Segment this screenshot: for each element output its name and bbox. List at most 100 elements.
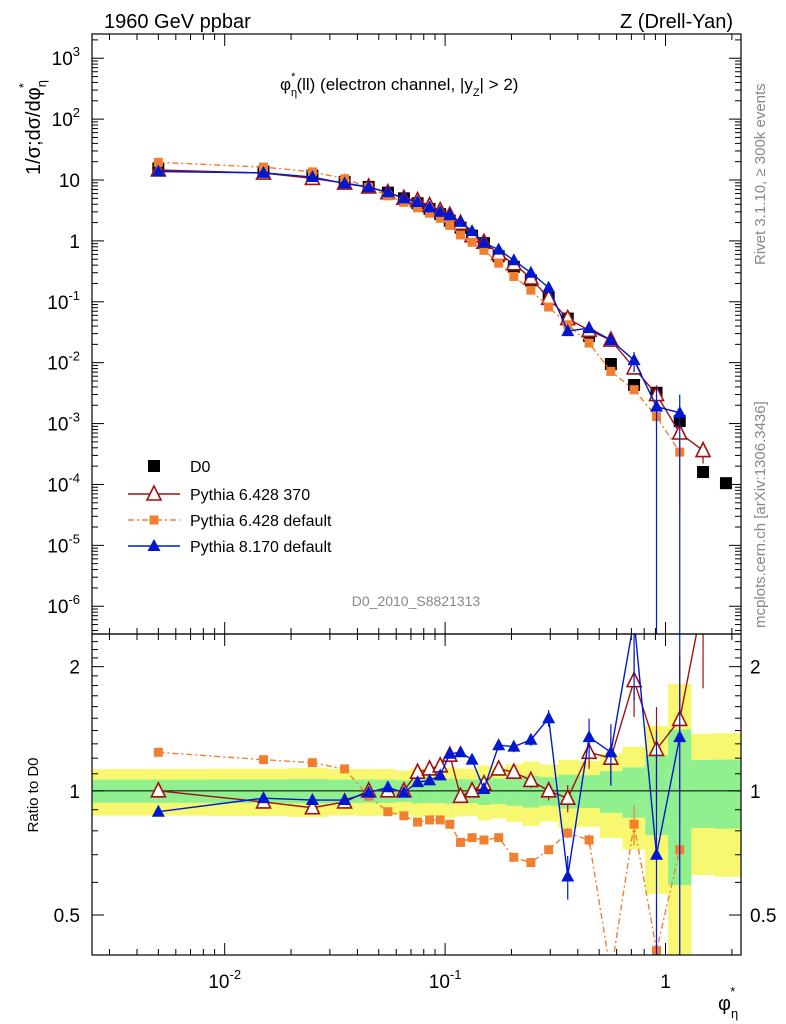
ratio-point-pythia6-default	[307, 758, 317, 768]
point-pythia6-default	[153, 157, 163, 167]
point-pythia6-default	[526, 285, 536, 295]
ratio-point-pythia6-default	[399, 811, 409, 821]
ratio-point-pythia8	[151, 804, 165, 817]
data-band-1sigma	[599, 771, 623, 813]
ratio-point-pythia8	[433, 768, 447, 781]
point-pythia6-default	[456, 230, 466, 240]
ratio-point-pythia6-370	[540, 781, 557, 798]
x-tick-label: 10-2	[208, 967, 241, 993]
ratio-point-pythia6-default	[413, 817, 423, 827]
point-pythia8	[582, 321, 596, 334]
y-tick-label-main: 103	[52, 44, 80, 70]
x-tick-label: 1	[660, 972, 671, 993]
ratio-point-pythia6-default	[425, 815, 435, 825]
ratio-point-pythia6-370	[463, 781, 481, 798]
point-pythia8	[397, 191, 411, 204]
point-pythia8	[604, 333, 618, 346]
ratio-point-pythia6-370	[304, 797, 321, 815]
ratio-point-pythia6-default	[467, 833, 477, 843]
data-band-1sigma	[578, 775, 600, 808]
y-tick-label-ratio-left: 1	[69, 782, 80, 803]
ratio-point-pythia8	[305, 793, 319, 806]
ratio-point-pythia8	[492, 738, 506, 751]
ratio-point-pythia6-370	[522, 770, 540, 788]
point-pythia6-default	[435, 213, 445, 223]
ratio-point-pythia6-370	[559, 788, 577, 805]
point-pythia8	[338, 176, 352, 189]
point-pythia8	[649, 399, 663, 412]
ratio-point-pythia6-default	[153, 747, 163, 757]
main-ylabel: 1/σ;dσ/dφη*	[16, 80, 49, 175]
point-pythia8	[433, 204, 447, 217]
legend-item-pythia6-370: Pythia 6.428 370	[128, 484, 310, 504]
ratio-point-pythia6-370	[505, 762, 523, 779]
data-band-1sigma	[622, 767, 646, 818]
ratio-point-pythia6-default	[494, 833, 504, 843]
energy-label: 1960 GeV ppbar	[104, 11, 251, 33]
main-series-pythia8	[151, 164, 687, 634]
y-tick-label-ratio-right: 1	[750, 782, 761, 803]
x-tick-label: 10-1	[429, 967, 462, 993]
ratio-point-pythia8	[542, 711, 556, 724]
ratio-point-pythia6-default	[526, 858, 536, 868]
ratio-point-pythia8	[628, 613, 641, 625]
ratio-point-pythia8	[338, 793, 352, 806]
ratio-point-pythia8	[454, 745, 468, 758]
ratio-point-pythia6-default	[340, 764, 350, 774]
data-band-1sigma	[506, 777, 523, 806]
y-tick-label-main: 10-6	[47, 592, 80, 618]
ratio-point-pythia6-370	[696, 592, 710, 606]
point-pythia6-default	[445, 220, 455, 230]
y-tick-label-main: 10-3	[47, 410, 80, 436]
main-series-pythia6-default	[153, 157, 685, 509]
ratio-point-pythia8	[381, 780, 395, 793]
ratio-point-pythia6-370	[490, 759, 507, 776]
point-pythia8	[673, 405, 687, 418]
ratio-point-pythia8	[443, 746, 457, 759]
point-pythia6-default	[606, 366, 616, 376]
point-pythia8	[151, 164, 165, 177]
point-pythia8	[507, 253, 521, 266]
point-d0	[697, 466, 710, 479]
legend-label: Pythia 6.428 370	[190, 487, 310, 504]
ratio-point-pythia8	[477, 782, 491, 795]
ratio-point-pythia8	[604, 745, 618, 758]
x-axis-label: φη*	[718, 984, 738, 1021]
ratio-point-pythia8	[524, 732, 538, 745]
point-d0	[719, 477, 732, 490]
point-pythia8	[627, 353, 641, 366]
ratio-point-pythia6-default	[584, 835, 594, 845]
point-pythia8	[411, 195, 425, 208]
legend-marker-pythia6-default	[149, 515, 159, 525]
ratio-point-pythia6-370	[452, 786, 469, 804]
ratio-point-pythia8	[411, 775, 425, 788]
ratio-point-pythia8	[465, 752, 479, 765]
point-pythia8	[524, 265, 538, 278]
point-pythia8	[465, 224, 479, 237]
ratio-point-pythia8	[673, 730, 687, 743]
analysis-id: D0_2010_S8821313	[352, 593, 481, 609]
main-series-layer	[150, 157, 732, 634]
ratio-point-pythia6-default	[606, 969, 615, 978]
legend-label: Pythia 6.428 default	[190, 513, 332, 530]
legend-item-d0: D0	[148, 459, 211, 476]
y-tick-label-ratio-left: 2	[69, 658, 80, 679]
point-pythia8	[443, 208, 457, 221]
ratio-point-pythia8	[423, 773, 437, 786]
point-pythia8	[381, 185, 395, 198]
legend-item-pythia6-default: Pythia 6.428 default	[128, 513, 332, 530]
ratio-point-pythia8	[582, 730, 596, 743]
ratio-point-pythia6-default	[259, 755, 269, 765]
point-pythia8	[257, 165, 271, 178]
ratio-series-layer	[150, 592, 710, 978]
ratio-line-pythia6-default	[158, 751, 681, 955]
y-tick-label-main: 10	[59, 171, 80, 192]
ratio-point-pythia6-default	[445, 819, 455, 829]
point-pythia6-default	[544, 302, 554, 312]
ratio-point-pythia8	[507, 739, 521, 752]
point-pythia6-default	[425, 208, 435, 218]
ratio-point-pythia6-default	[435, 815, 445, 825]
y-tick-label-ratio-right: 2	[750, 658, 761, 679]
source-caption: mcplots.cern.ch [arXiv:1306.3436]	[752, 401, 769, 628]
point-pythia8	[542, 280, 556, 293]
